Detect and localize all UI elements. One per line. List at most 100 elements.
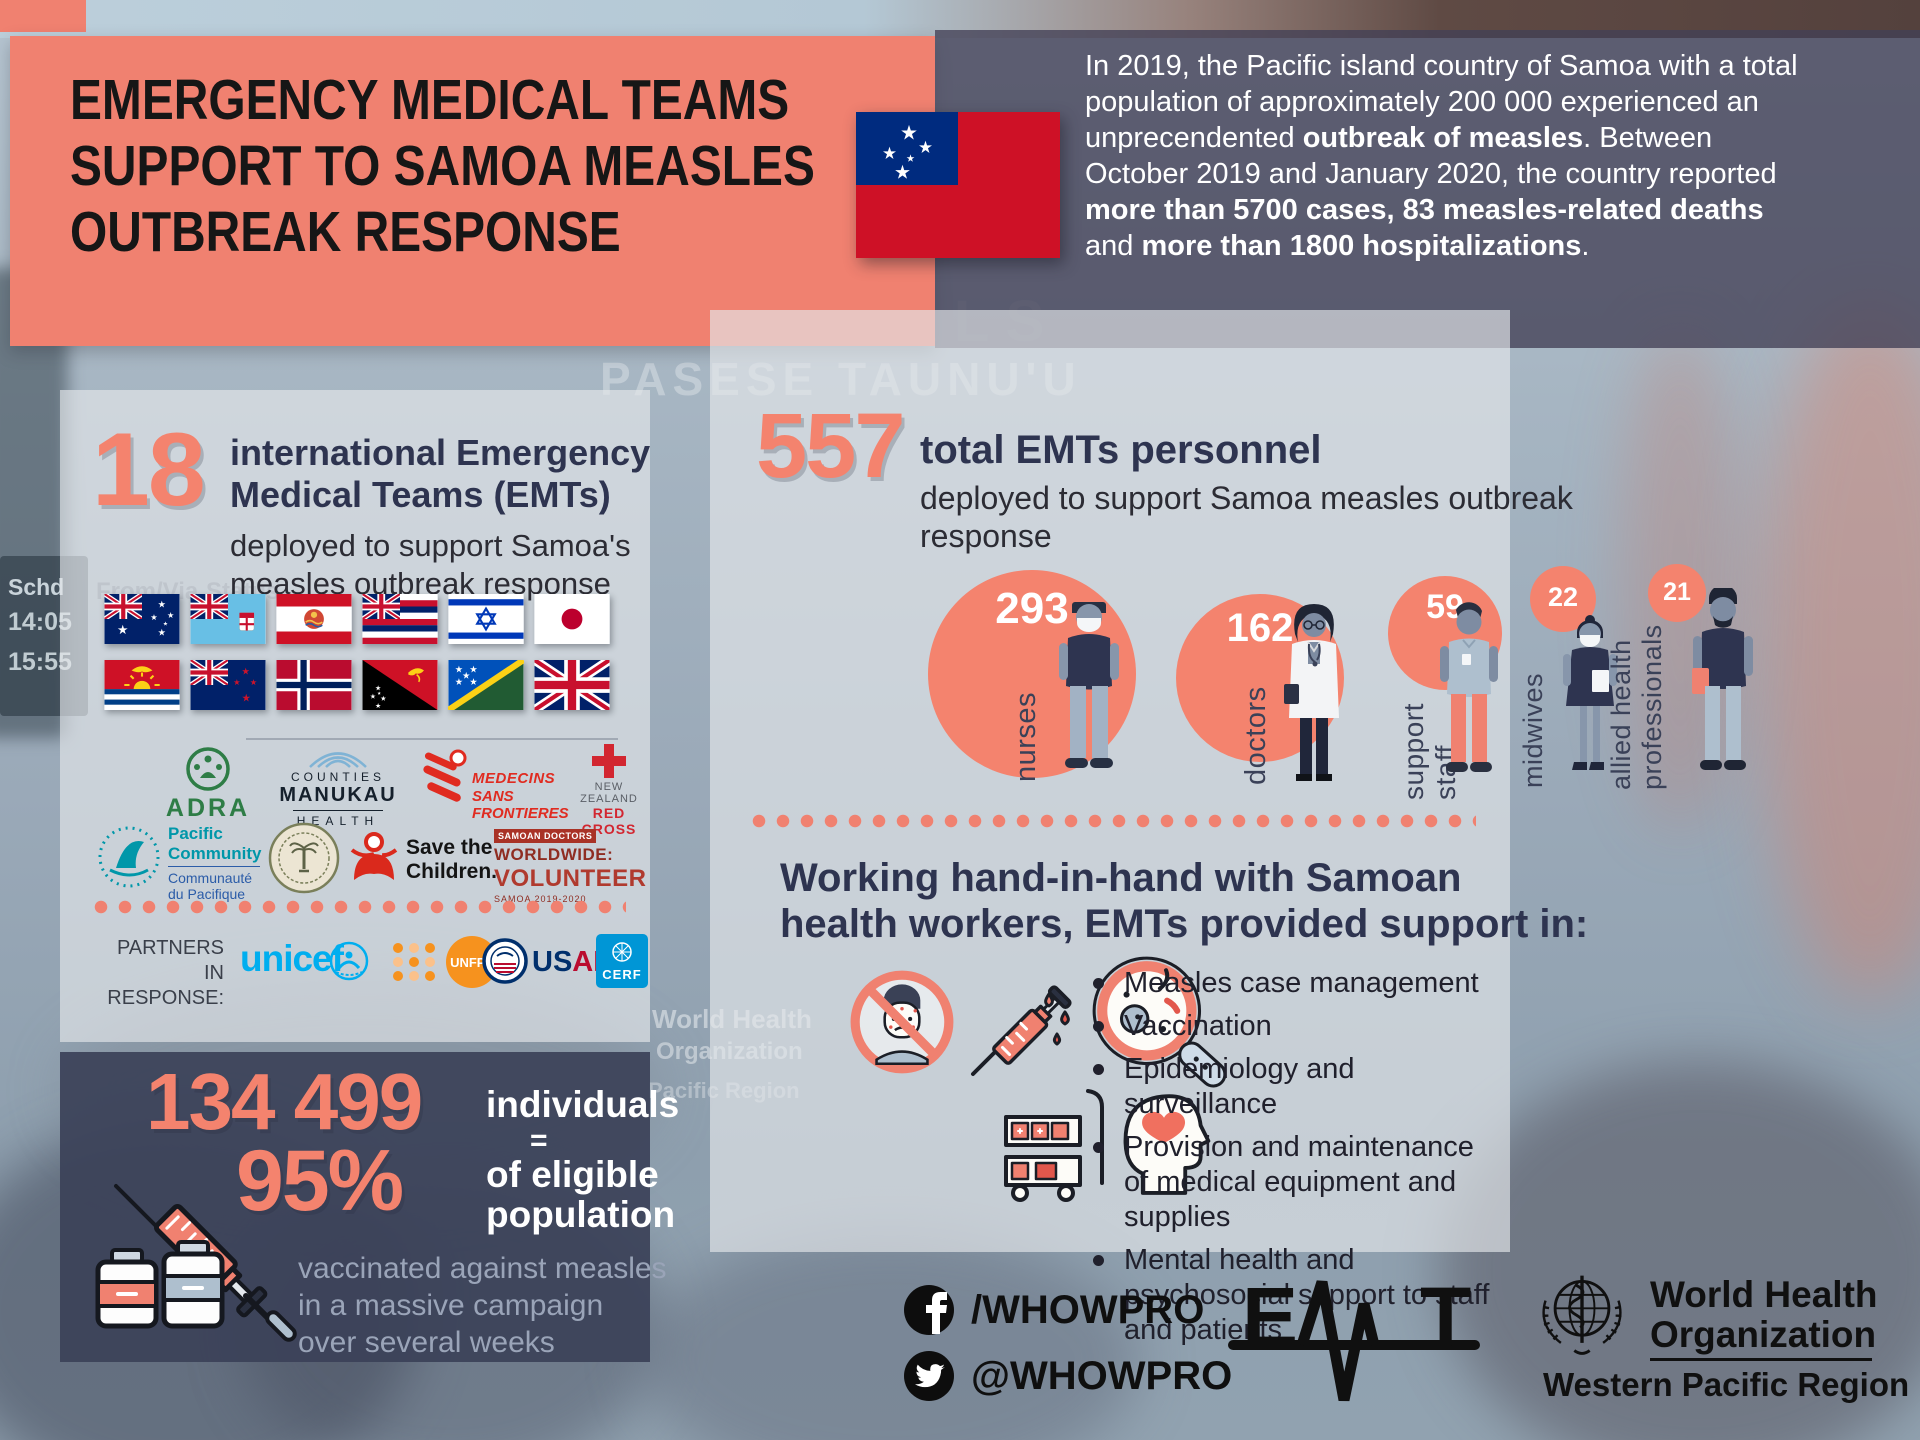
syringe-vials-icon — [95, 1184, 297, 1342]
logo-samoan-doctors: SAMOAN DOCTORS WORLDWIDE: VOLUNTEER SAMO… — [494, 826, 647, 904]
who-name-line-2: Organization — [1650, 1314, 1877, 1355]
logo-usaid: USAID — [482, 936, 622, 988]
bg-schd-label: Schd — [8, 574, 65, 600]
person-midwife-illustration — [1563, 615, 1617, 770]
personnel-heading: total EMTs personnel — [920, 428, 1322, 472]
emt-heading-line-2: Medical Teams (EMTs) — [230, 474, 611, 515]
communaute-label: Communauté — [168, 870, 253, 886]
pacific-community-emblem-icon — [98, 826, 160, 888]
emt-teams-panel — [60, 390, 650, 1042]
emt-logo: E T — [1228, 1270, 1480, 1402]
title-banner — [10, 36, 935, 346]
intro-text-2: . Between October 2019 and January 2020,… — [1085, 122, 1777, 190]
bullet-epidemiology: Epidemiology and surveillance — [1080, 1052, 1500, 1122]
nurses-label: nurses — [1010, 691, 1042, 782]
cerf-label: CERF — [602, 967, 642, 982]
logo-cerf: CERF — [596, 934, 648, 988]
who-divider — [1650, 1358, 1872, 1361]
bg-warm-window — [1760, 300, 1920, 1000]
flag-israel — [448, 594, 524, 644]
flag-french-polynesia — [276, 594, 352, 644]
who-name-line-1: World Health — [1650, 1274, 1878, 1315]
who-emblem-icon — [1542, 1275, 1622, 1355]
midwives-label: midwives — [1518, 672, 1548, 788]
worldwide-label: WORLDWIDE: — [494, 845, 614, 864]
save-the-children-figure-icon — [350, 832, 398, 880]
emt-heading-line-1: international Emergency — [230, 432, 651, 473]
intro-text-1: In 2019, the Pacific island country of S… — [1085, 50, 1798, 154]
intro-text-4: . — [1581, 230, 1590, 262]
logo-nz-red-cross: NEW ZEALAND RED CROSS — [568, 744, 650, 837]
flag-fiji — [190, 594, 266, 644]
page-title-line-2: SUPPORT TO SAMOA MEASLES — [70, 134, 815, 198]
partners-dotted-divider — [94, 900, 626, 914]
community-label: Community — [168, 844, 262, 863]
flag-japan — [534, 594, 610, 644]
intro-panel — [935, 30, 1920, 348]
pacific-label: Pacific — [168, 824, 223, 843]
partners-label-line-2: RESPONSE: — [107, 987, 224, 1009]
eligible-label-line-2: population — [486, 1194, 676, 1235]
who-region-label: Western Pacific Region — [1543, 1366, 1910, 1403]
counties-manukau-arcs-icon — [309, 752, 367, 768]
syringe-icon — [971, 985, 1072, 1076]
org-divider — [246, 738, 618, 740]
facebook-row[interactable]: /WHOWPRO — [903, 1284, 1204, 1340]
support-heading-line-1: Working hand-in-hand with Samoan — [780, 856, 1462, 900]
page-title-line-1: EMERGENCY MEDICAL TEAMS — [70, 68, 790, 132]
samoa-dates-label: SAMOA 2019-2020 — [494, 894, 587, 904]
personnel-panel — [710, 310, 1510, 1252]
bg-crowd-center — [640, 1230, 1140, 1440]
msf-figure-icon — [423, 749, 467, 802]
intro-paragraph: In 2019, the Pacific island country of S… — [1085, 48, 1805, 264]
twitter-handle: @WHOWPRO — [971, 1354, 1233, 1398]
cerf-un-emblem-icon — [612, 942, 632, 962]
emt-count: 18 — [92, 412, 206, 528]
corner-accent — [0, 0, 86, 32]
unicef-emblem-icon — [329, 941, 369, 981]
person-support-staff-illustration — [1440, 602, 1498, 772]
doctors-count: 162 — [1226, 606, 1294, 650]
support-dotted-divider — [752, 814, 1476, 828]
health-label: HEALTH — [296, 814, 380, 828]
allied-health-circle — [1648, 564, 1706, 622]
emt-subheading-line-1: deployed to support Samoa's — [230, 528, 631, 563]
unfpa-emblem-icon: UNFPA — [393, 936, 498, 988]
bullet-measles-case-management: Measles case management — [1080, 966, 1500, 1001]
usaid-us-label: US — [532, 946, 573, 978]
personnel-subheading-line-2: response — [920, 518, 1052, 554]
unicef-label: unicef — [240, 938, 344, 979]
flag-hawaii — [362, 594, 438, 644]
vaccinated-count: 134 499 — [146, 1057, 423, 1146]
logo-adra: ADRA — [158, 746, 258, 823]
mental-health-icon — [1123, 1094, 1211, 1195]
support-bullet-list: Measles case management Vaccination Epid… — [1080, 966, 1500, 1356]
logo-counties-manukau: COUNTIES MANUKAU HEALTH — [278, 748, 398, 828]
support-heading-line-2: health workers, EMTs provided support in… — [780, 902, 1589, 946]
personnel-count: 557 — [756, 395, 905, 497]
red-cross-icon — [592, 744, 626, 778]
allied-health-label: allied health professionals — [1606, 624, 1668, 790]
volunteer-label: VOLUNTEER — [494, 865, 647, 892]
flag-new-zealand — [190, 660, 266, 710]
vaccination-caption-line-1: vaccinated against measles — [298, 1252, 667, 1285]
flag-papua-new-guinea — [362, 660, 438, 710]
flag-australia — [104, 594, 180, 644]
partners-label: PARTNERS IN RESPONSE: — [92, 936, 224, 1011]
allied-health-count: 21 — [1663, 578, 1691, 606]
intro-text-3: and — [1085, 230, 1142, 262]
twitter-icon — [904, 1351, 954, 1401]
du-pacifique-label: du Pacifique — [168, 886, 246, 902]
facebook-icon — [904, 1285, 954, 1335]
emt-letter-e: E — [1242, 1270, 1298, 1364]
logo-msf: MEDECINS SANS FRONTIERES — [420, 748, 570, 822]
equals-sign: = — [530, 1124, 548, 1157]
intro-bold-3: more than 1800 hospitalizations — [1141, 230, 1582, 262]
midwives-count: 22 — [1547, 582, 1579, 612]
nz-label: NEW ZEALAND — [580, 781, 638, 805]
msf-label-2: SANS FRONTIERES — [472, 788, 569, 822]
flag-solomon-islands — [448, 660, 524, 710]
twitter-row[interactable]: @WHOWPRO — [903, 1350, 1232, 1406]
bullet-vaccination: Vaccination — [1080, 1009, 1500, 1044]
